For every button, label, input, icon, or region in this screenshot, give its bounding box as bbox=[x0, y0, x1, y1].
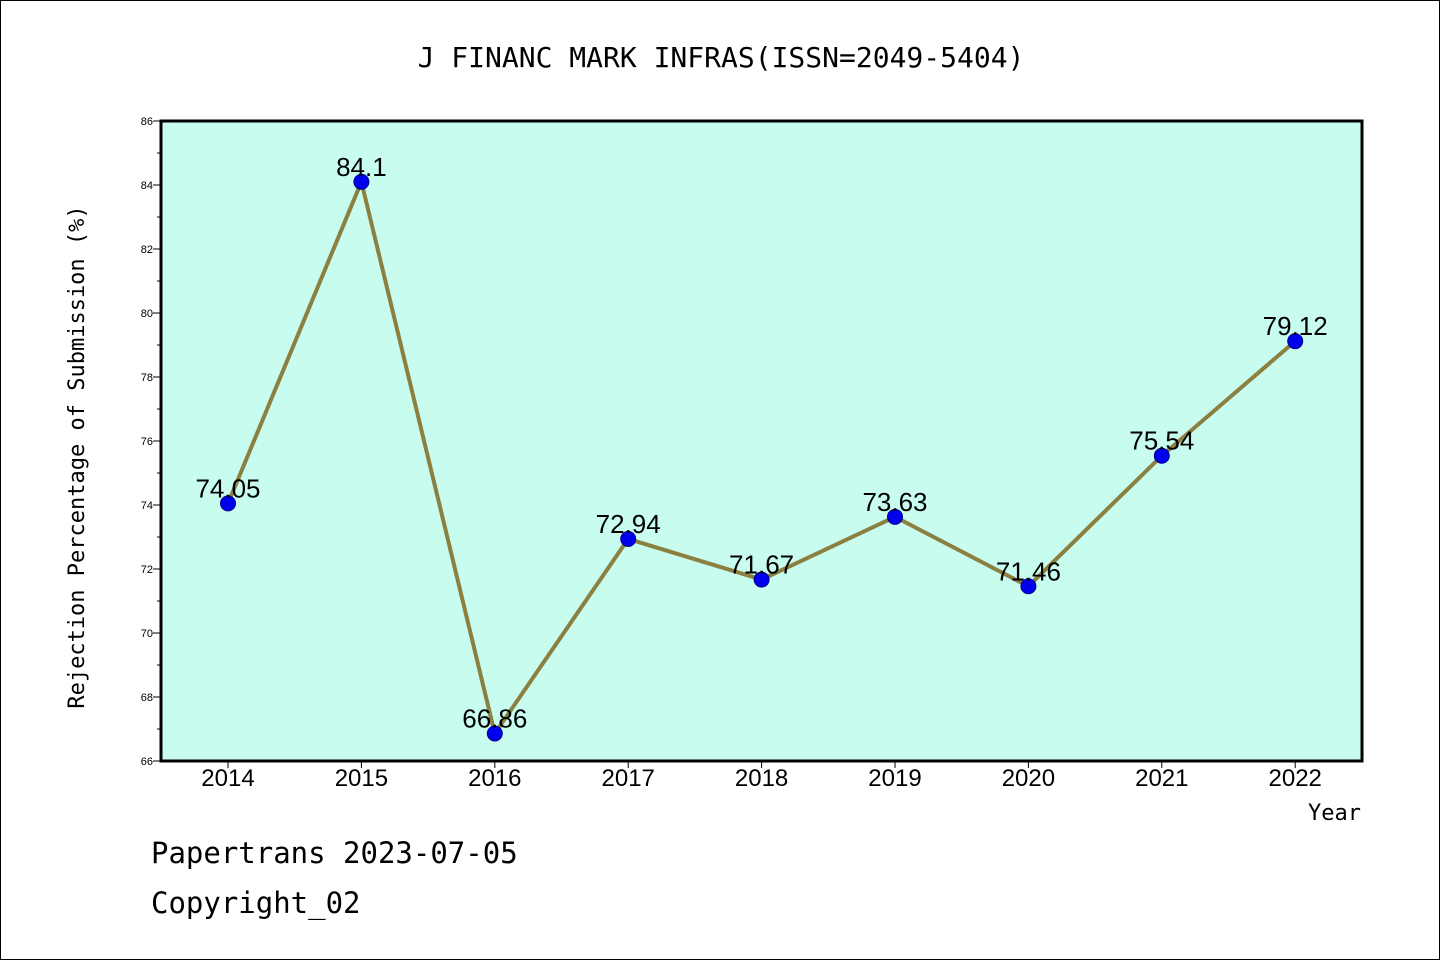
x-tick-label: 2016 bbox=[468, 765, 521, 792]
data-label: 72.94 bbox=[596, 509, 661, 539]
footer-date: Papertrans 2023-07-05 bbox=[151, 836, 518, 870]
y-tick-label: 76 bbox=[141, 436, 153, 448]
x-tick-label: 2014 bbox=[201, 765, 254, 792]
y-tick-label: 80 bbox=[141, 308, 153, 320]
data-point bbox=[620, 530, 637, 547]
x-tick-label: 2019 bbox=[868, 765, 921, 792]
x-tick-label: 2022 bbox=[1269, 765, 1322, 792]
data-point bbox=[1020, 578, 1037, 595]
chart-title: J FINANC MARK INFRAS(ISSN=2049-5404) bbox=[418, 41, 1025, 74]
data-label: 71.67 bbox=[729, 550, 794, 580]
x-tick-label: 2021 bbox=[1135, 765, 1188, 792]
x-tick-label: 2020 bbox=[1002, 765, 1055, 792]
data-label: 66.86 bbox=[462, 703, 527, 733]
data-point bbox=[887, 508, 903, 525]
y-axis: 66 68 70 72 74 76 78 80 82 84 86 bbox=[141, 116, 161, 768]
y-axis-label: Rejection Percentage of Submission (%) bbox=[65, 205, 90, 708]
footer-copyright: Copyright_02 bbox=[151, 886, 361, 920]
data-label: 84.1 bbox=[336, 152, 387, 182]
x-tick-label: 2018 bbox=[735, 765, 788, 792]
data-point bbox=[353, 173, 370, 190]
data-point bbox=[486, 725, 503, 742]
x-axis-label: Year bbox=[1308, 801, 1361, 826]
x-axis: 2014 2015 2016 2017 2018 2019 2020 2021 2022 bbox=[201, 761, 1322, 792]
data-point bbox=[220, 495, 236, 512]
data-point bbox=[1153, 447, 1170, 464]
data-label: 75.54 bbox=[1129, 426, 1194, 456]
data-labels: 74.05 84.1 66.86 72.94 71.67 73.63 71.46 75.54 7… bbox=[195, 152, 1327, 734]
y-tick-label: 86 bbox=[141, 116, 153, 128]
data-markers bbox=[220, 173, 1304, 742]
y-tick-label: 84 bbox=[141, 180, 153, 192]
y-tick-label: 74 bbox=[141, 500, 153, 512]
y-tick-label: 70 bbox=[141, 628, 153, 640]
data-point bbox=[1287, 333, 1304, 350]
data-label: 79.12 bbox=[1263, 311, 1328, 341]
y-tick-label: 72 bbox=[141, 564, 153, 576]
y-tick-label: 78 bbox=[141, 372, 153, 384]
data-point bbox=[753, 571, 770, 588]
data-label: 73.63 bbox=[862, 487, 927, 517]
data-label: 71.46 bbox=[996, 556, 1061, 586]
y-tick-label: 68 bbox=[141, 692, 153, 704]
y-tick-label: 66 bbox=[141, 756, 153, 768]
plot-area bbox=[159, 119, 1364, 763]
y-tick-label: 82 bbox=[141, 244, 153, 256]
data-label: 74.05 bbox=[195, 473, 260, 503]
x-tick-label: 2017 bbox=[602, 765, 655, 792]
x-tick-label: 2015 bbox=[335, 765, 388, 792]
